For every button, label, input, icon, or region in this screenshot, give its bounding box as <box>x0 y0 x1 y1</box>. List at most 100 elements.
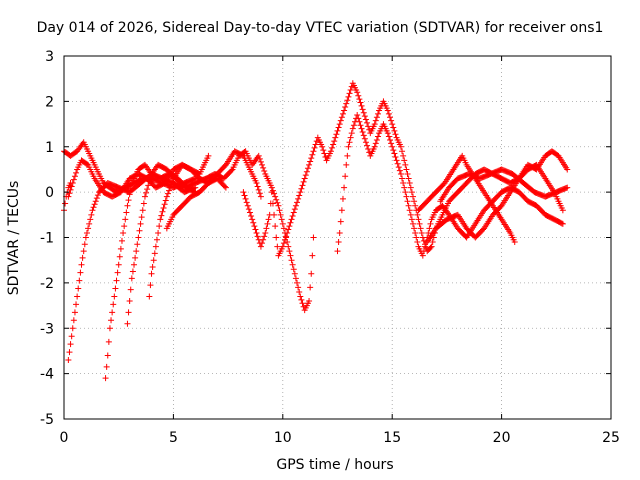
data-point <box>358 102 365 109</box>
data-point <box>362 139 369 146</box>
data-point <box>296 288 303 295</box>
data-point <box>243 199 250 206</box>
data-point <box>405 202 412 209</box>
data-point <box>151 250 158 257</box>
data-point <box>407 184 414 191</box>
data-point <box>268 189 275 196</box>
data-point <box>335 124 342 131</box>
data-point <box>341 184 348 191</box>
data-point <box>356 96 363 103</box>
data-point <box>408 216 415 223</box>
data-point <box>327 148 334 155</box>
data-point <box>355 92 362 99</box>
data-points <box>61 80 571 382</box>
data-point <box>307 284 314 291</box>
data-point <box>385 133 392 140</box>
data-point <box>342 104 349 111</box>
data-point <box>133 248 140 255</box>
data-point <box>330 141 337 148</box>
data-point <box>355 115 362 122</box>
data-point <box>358 125 365 132</box>
data-point <box>559 220 566 227</box>
data-point <box>159 208 166 215</box>
data-point <box>246 209 253 216</box>
data-point <box>319 143 326 150</box>
data-point <box>298 185 305 192</box>
data-point <box>150 257 157 264</box>
data-point <box>397 170 404 177</box>
data-point <box>335 239 342 246</box>
data-point <box>269 187 276 194</box>
data-point <box>402 189 409 196</box>
data-point <box>136 227 143 234</box>
data-point <box>347 134 354 141</box>
data-point <box>406 207 413 214</box>
data-point <box>146 293 153 300</box>
data-point <box>157 216 164 223</box>
data-point <box>73 169 80 176</box>
y-tick-label: -4 <box>40 367 54 383</box>
data-point <box>147 282 154 289</box>
data-point <box>403 166 410 173</box>
data-point <box>301 175 308 182</box>
data-point <box>409 220 416 227</box>
data-point <box>303 168 310 175</box>
data-point <box>73 301 80 308</box>
data-point <box>62 200 69 207</box>
data-point <box>68 333 75 340</box>
data-point <box>269 200 276 207</box>
data-point <box>336 121 343 128</box>
data-point <box>347 87 354 94</box>
data-point <box>348 130 355 137</box>
data-point <box>273 196 280 203</box>
data-point <box>349 125 356 132</box>
data-point <box>128 275 135 282</box>
data-point <box>291 206 298 213</box>
data-point <box>411 225 418 232</box>
data-point <box>112 285 119 292</box>
data-point <box>256 155 263 162</box>
data-point <box>371 121 378 128</box>
data-point <box>86 220 93 227</box>
x-tick-label: 15 <box>383 430 401 446</box>
data-point <box>357 99 364 106</box>
data-point <box>169 178 176 185</box>
x-tick-label: 20 <box>493 430 511 446</box>
y-tick-label: -1 <box>40 231 54 247</box>
data-point <box>77 269 84 276</box>
data-point <box>277 211 284 218</box>
data-point <box>125 309 132 316</box>
data-point <box>385 110 392 117</box>
data-point <box>350 122 357 129</box>
data-point <box>374 110 381 117</box>
data-point <box>558 220 565 227</box>
data-point <box>89 207 96 214</box>
data-point <box>115 261 122 268</box>
data-point <box>285 243 292 250</box>
data-point <box>255 186 262 193</box>
data-point <box>360 132 367 139</box>
data-point <box>361 135 368 142</box>
data-point <box>312 141 319 148</box>
data-point <box>124 202 131 209</box>
data-point <box>302 172 309 179</box>
data-point <box>511 239 518 246</box>
x-tick-label: 10 <box>274 430 292 446</box>
data-point <box>332 134 339 141</box>
data-point <box>405 175 412 182</box>
data-point <box>108 317 115 324</box>
data-point <box>337 218 344 225</box>
data-point <box>94 192 101 199</box>
data-point <box>102 375 109 382</box>
data-point <box>310 234 317 241</box>
data-point <box>287 219 294 226</box>
data-point <box>144 186 151 193</box>
series-track-d <box>65 170 199 364</box>
data-point <box>85 225 92 232</box>
data-point <box>391 150 398 157</box>
data-point <box>339 110 346 117</box>
data-point <box>286 223 293 230</box>
data-point <box>244 202 251 209</box>
data-point <box>403 193 410 200</box>
